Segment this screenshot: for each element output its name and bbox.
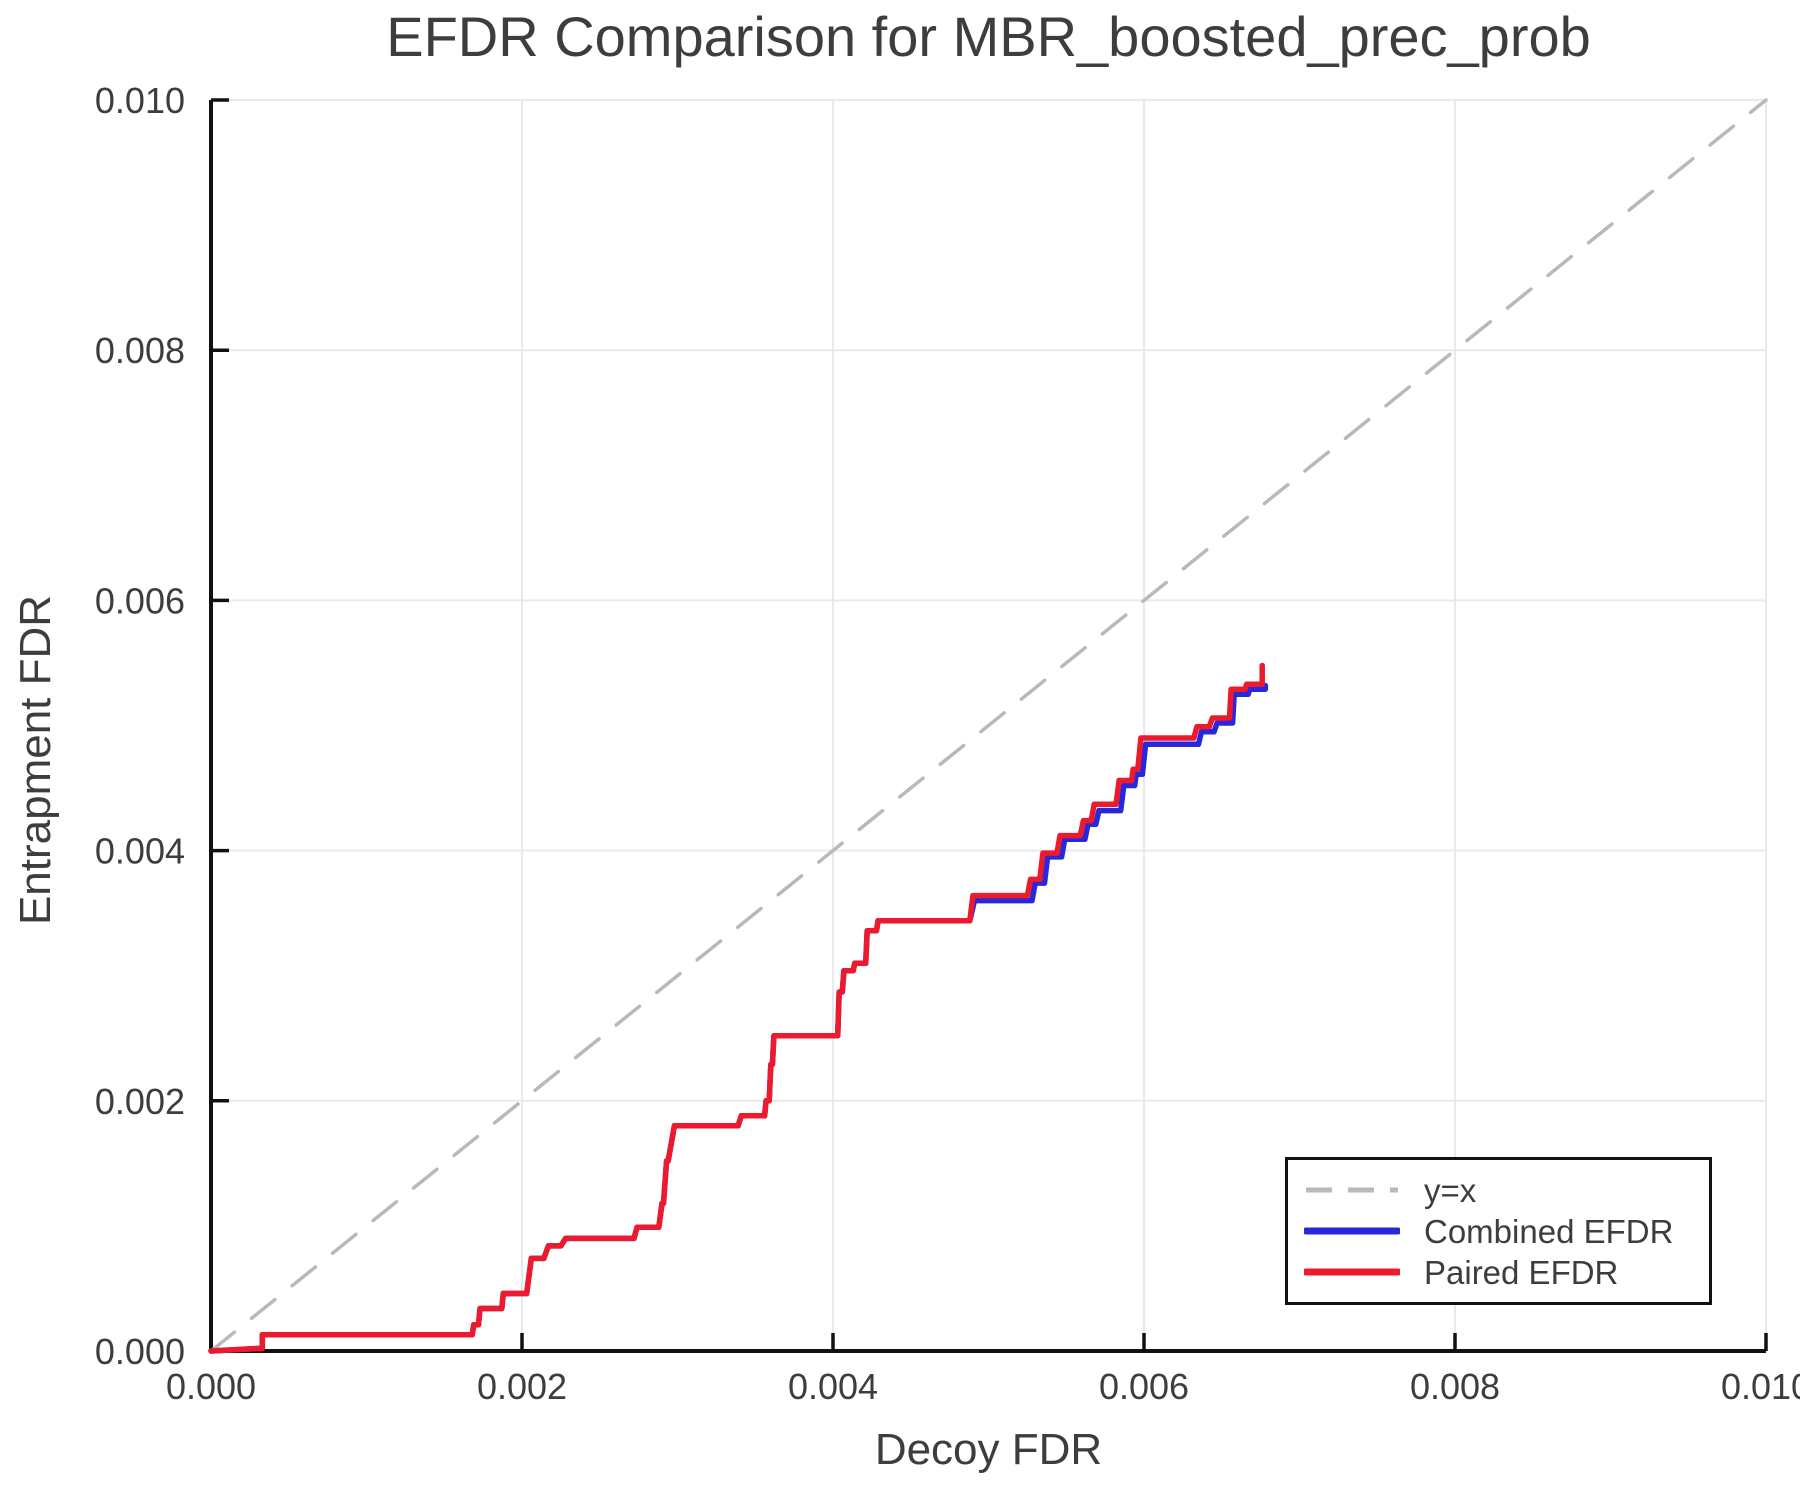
legend-box: y=x Combined EFDR Paired EFDR [1285, 1157, 1712, 1305]
identity-line [209, 98, 1768, 1353]
x-axis-label: Decoy FDR [875, 1425, 1102, 1474]
legend-label-combined: Combined EFDR [1424, 1212, 1674, 1250]
chart-title: EFDR Comparison for MBR_boosted_prec_pro… [386, 5, 1591, 68]
legend-label-identity: y=x [1424, 1171, 1477, 1209]
x-tick-label: 0.004 [788, 1366, 878, 1407]
x-tick-label: 0.008 [1410, 1366, 1500, 1407]
paired-line-swatch-icon [1304, 1268, 1400, 1276]
legend-label-paired: Paired EFDR [1424, 1253, 1619, 1291]
y-axis-label: Entrapment FDR [11, 595, 60, 925]
legend-item-identity: y=x [1304, 1170, 1709, 1211]
y-tick-label: 0.004 [95, 831, 185, 872]
y-tick-label: 0.006 [95, 580, 185, 621]
identity-line-swatch-icon [1306, 1187, 1398, 1193]
x-tick-label: 0.002 [477, 1366, 567, 1407]
x-tick-label: 0.010 [1721, 1366, 1800, 1407]
combined-line-swatch-icon [1304, 1227, 1400, 1235]
y-tick-label: 0.008 [95, 330, 185, 371]
y-tick-label: 0.000 [95, 1331, 185, 1372]
legend-item-paired: Paired EFDR [1304, 1252, 1709, 1293]
y-tick-label: 0.002 [95, 1081, 185, 1122]
paired-efdr-line [208, 662, 1265, 1354]
x-tick-label: 0.000 [166, 1366, 256, 1407]
combined-efdr-line [208, 682, 1269, 1354]
y-tick-label: 0.010 [95, 80, 185, 121]
legend-item-combined: Combined EFDR [1304, 1211, 1709, 1252]
x-tick-label: 0.006 [1099, 1366, 1189, 1407]
